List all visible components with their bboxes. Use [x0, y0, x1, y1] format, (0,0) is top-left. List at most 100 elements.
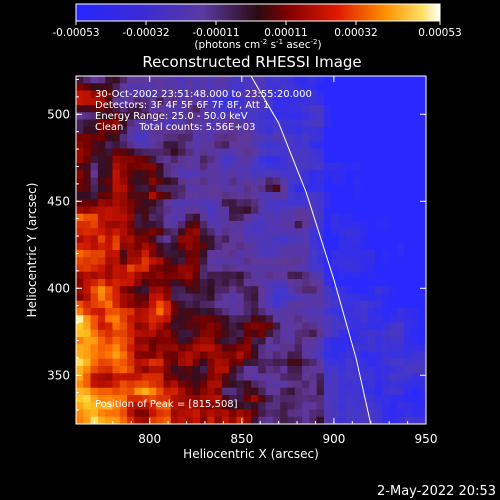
- heatmap-cell: [345, 308, 354, 316]
- heatmap-cell: [272, 308, 281, 316]
- heatmap-cell: [302, 90, 310, 99]
- heatmap-cell: [192, 105, 201, 113]
- heatmap-cell: [353, 344, 361, 352]
- heatmap-cell: [323, 358, 332, 367]
- heatmap-cell: [251, 257, 259, 265]
- heatmap-cell: [265, 329, 274, 338]
- heatmap-cell: [338, 112, 347, 120]
- heatmap-cell: [243, 315, 252, 323]
- heatmap-cell: [76, 366, 84, 374]
- heatmap-cell: [302, 293, 310, 302]
- heatmap-cell: [199, 184, 208, 193]
- heatmap-cell: [309, 402, 318, 410]
- heatmap-cell: [389, 416, 398, 424]
- heatmap-cell: [163, 293, 172, 302]
- x-axis-ticks: 800 850 900 950: [93, 76, 437, 446]
- heatmap-cell: [170, 257, 179, 265]
- colorbar-label: (photons cm-2 s-1 asec-2): [194, 38, 321, 51]
- heatmap-cell: [178, 242, 186, 251]
- heatmap-cell: [404, 344, 412, 352]
- heatmap-cell: [418, 163, 426, 171]
- heatmap-cell: [112, 257, 121, 265]
- heatmap-cell: [323, 250, 332, 258]
- heatmap-cell: [272, 387, 281, 396]
- heatmap-cell: [258, 206, 266, 215]
- heatmap-cell: [83, 76, 91, 84]
- heatmap-cell: [331, 257, 339, 265]
- heatmap-cell: [374, 373, 383, 381]
- heatmap-cell: [323, 235, 332, 244]
- heatmap-cell: [229, 192, 237, 200]
- heatmap-cell: [302, 119, 310, 128]
- heatmap-cell: [309, 373, 318, 381]
- heatmap-cell: [331, 380, 339, 389]
- heatmap-cell: [280, 257, 288, 265]
- heatmap-cell: [105, 402, 113, 410]
- heatmap-cell: [127, 257, 135, 265]
- heatmap-cell: [76, 119, 84, 128]
- heatmap-cell: [178, 366, 186, 374]
- heatmap-cell: [83, 221, 91, 229]
- heatmap-cell: [178, 228, 186, 236]
- heatmap-cell: [163, 308, 172, 316]
- heatmap-cell: [302, 221, 310, 229]
- heatmap-cell: [418, 315, 426, 323]
- heatmap-cell: [360, 264, 369, 273]
- heatmap-cell: [112, 192, 121, 200]
- heatmap-cell: [258, 170, 266, 178]
- heatmap-cell: [134, 250, 143, 258]
- heatmap-cell: [97, 387, 106, 396]
- heatmap-cell: [178, 126, 186, 135]
- heatmap-cell: [251, 242, 259, 251]
- heatmap-cell: [360, 112, 369, 120]
- heatmap-cell: [97, 206, 106, 215]
- heatmap-cell: [148, 271, 157, 280]
- heatmap-cell: [199, 286, 208, 294]
- heatmap-cell: [221, 199, 230, 207]
- heatmap-cell: [418, 308, 426, 316]
- heatmap-cell: [199, 373, 208, 381]
- heatmap-cell: [127, 76, 135, 84]
- heatmap-cell: [236, 300, 245, 309]
- heatmap-cell: [251, 329, 259, 338]
- heatmap-cell: [251, 358, 259, 367]
- heatmap-cell: [185, 257, 194, 265]
- heatmap-cell: [331, 105, 339, 113]
- heatmap-cell: [119, 373, 128, 381]
- heatmap-cell: [97, 395, 106, 403]
- heatmap-cell: [229, 141, 237, 149]
- heatmap-cell: [389, 206, 398, 215]
- heatmap-cell: [83, 337, 91, 345]
- heatmap-cell: [207, 322, 215, 331]
- heatmap-cell: [185, 148, 194, 157]
- heatmap-cell: [236, 279, 245, 287]
- heatmap-cell: [221, 112, 230, 120]
- heatmap-cell: [207, 119, 215, 128]
- heatmap-cell: [367, 373, 376, 381]
- heatmap-cell: [119, 242, 128, 251]
- heatmap-cell: [214, 380, 223, 389]
- heatmap-cell: [389, 119, 398, 128]
- heatmap-cell: [294, 105, 303, 113]
- heatmap-cell: [367, 199, 376, 207]
- heatmap-cell: [280, 221, 288, 229]
- heatmap-cell: [229, 228, 237, 236]
- heatmap-cell: [382, 286, 390, 294]
- heatmap-cell: [199, 163, 208, 171]
- heatmap-cell: [331, 395, 339, 403]
- heatmap-cell: [199, 315, 208, 323]
- heatmap-cell: [353, 213, 361, 222]
- heatmap-cell: [178, 300, 186, 309]
- heatmap-cell: [280, 119, 288, 128]
- heatmap-cell: [207, 199, 215, 207]
- heatmap-cell: [170, 126, 179, 135]
- heatmap-cell: [302, 308, 310, 316]
- heatmap-cell: [323, 141, 332, 149]
- heatmap-cell: [404, 119, 412, 128]
- heatmap-cell: [251, 286, 259, 294]
- heatmap-cell: [265, 250, 274, 258]
- heatmap-cell: [76, 409, 84, 418]
- heatmap-cell: [411, 221, 420, 229]
- heatmap-cell: [243, 192, 252, 200]
- heatmap-cell: [418, 279, 426, 287]
